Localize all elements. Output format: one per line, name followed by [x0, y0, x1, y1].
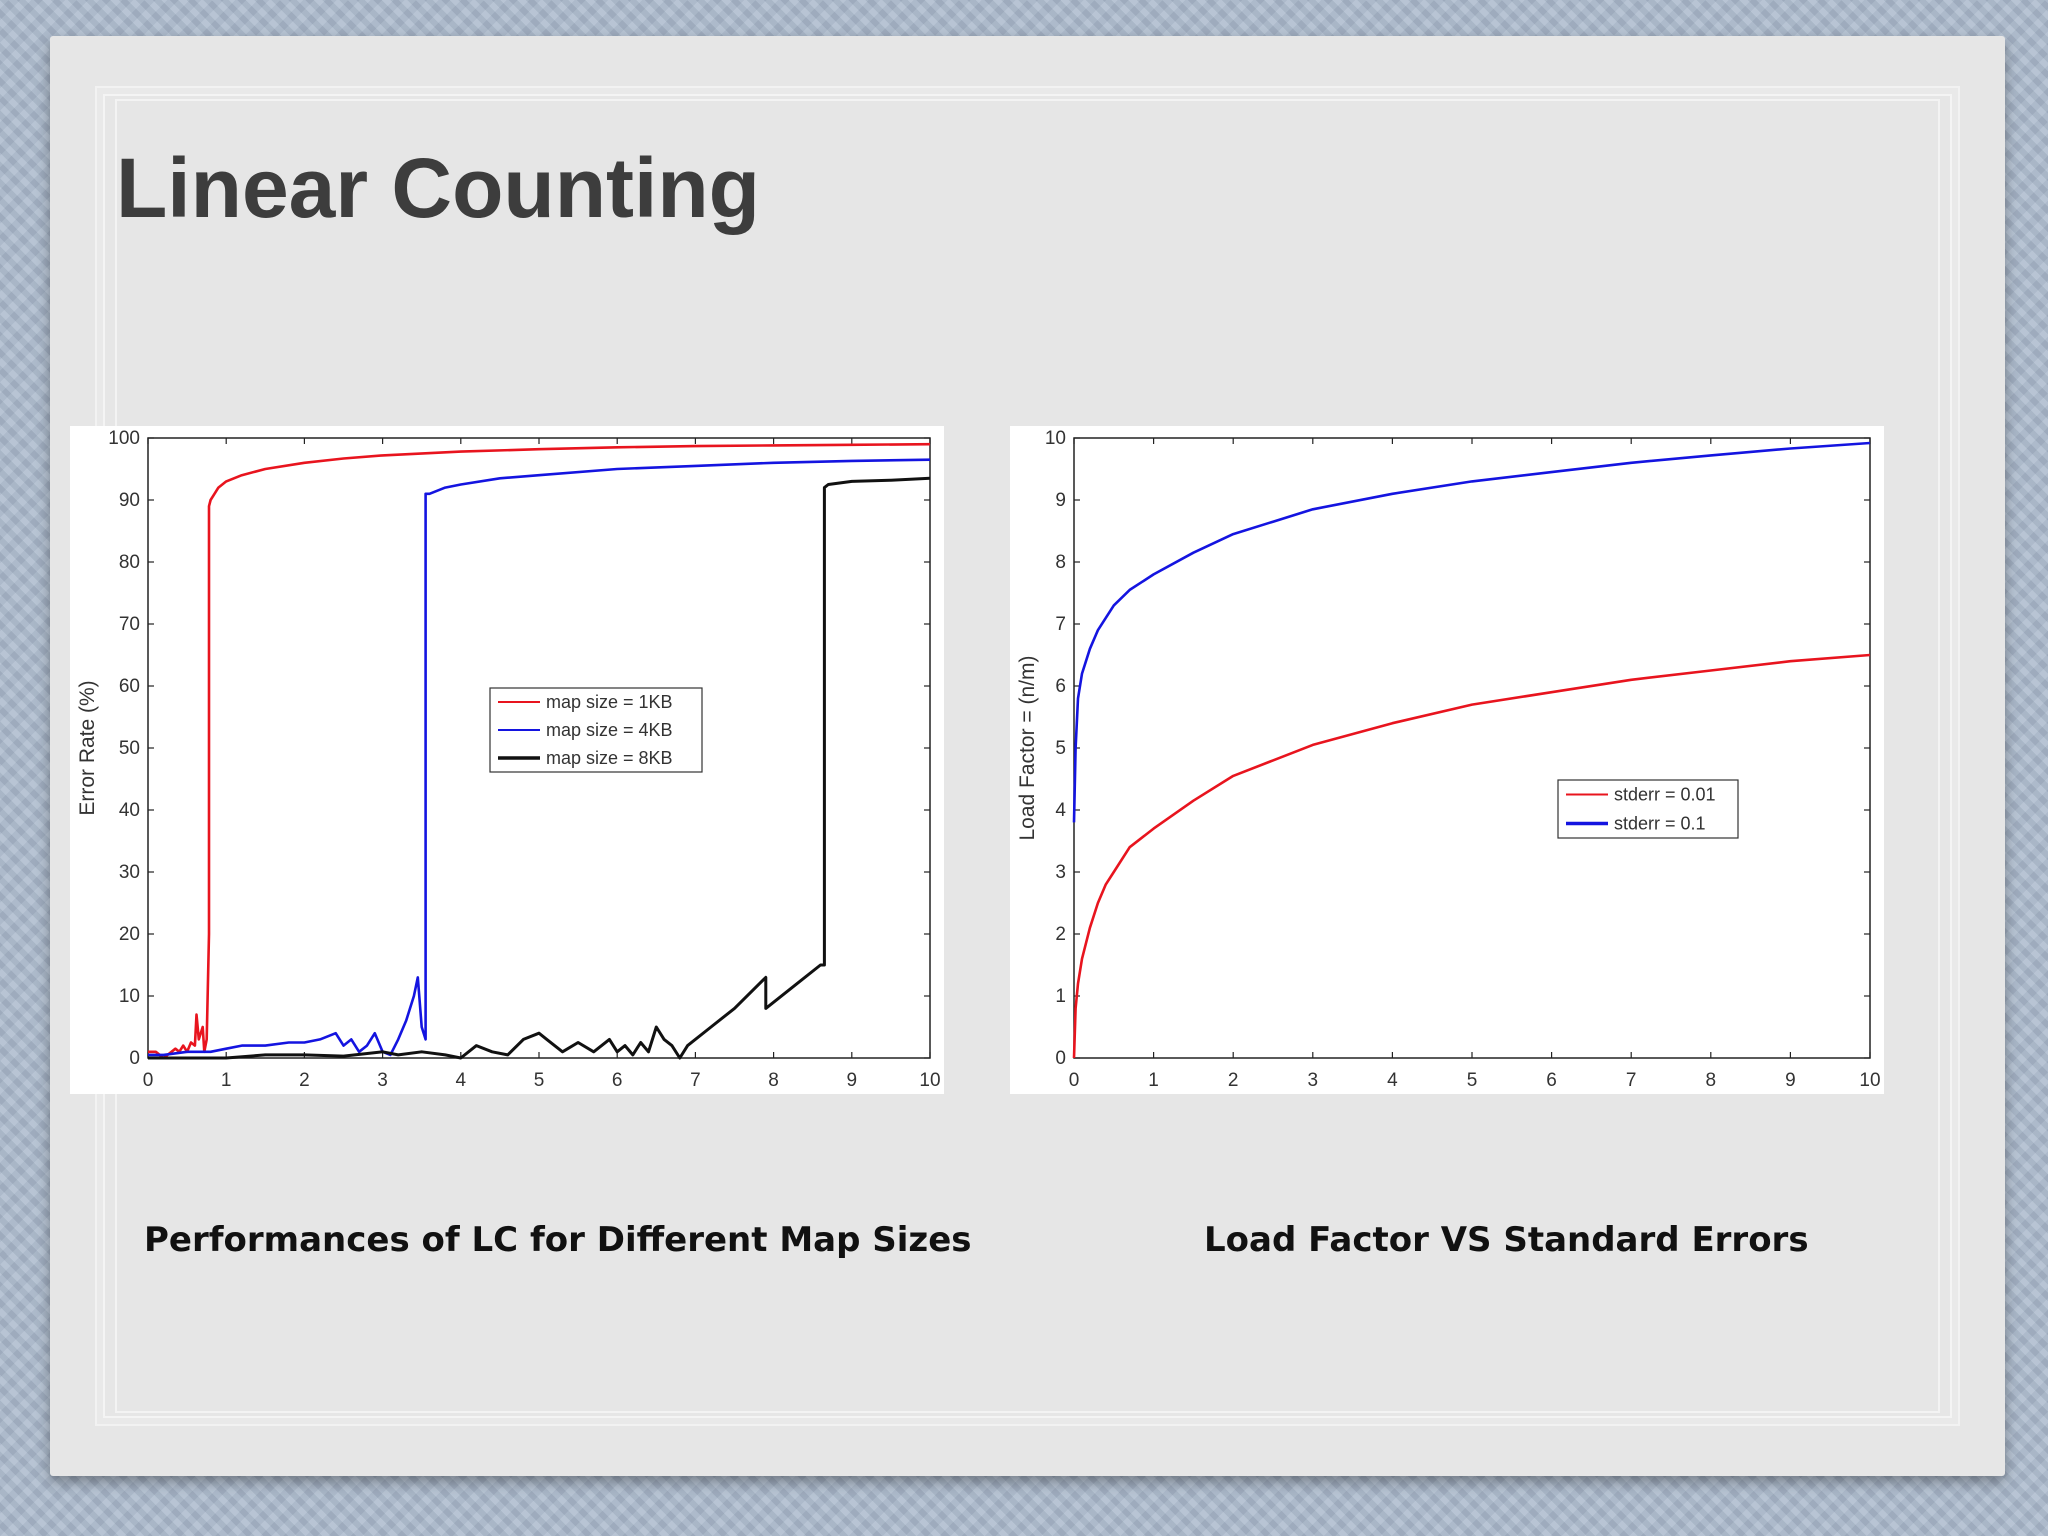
load-factor-chart: 012345678910012345678910nLoad Factor = (… [1016, 428, 1881, 1091]
y-axis-label: Load Factor = (n/m) [1016, 656, 1039, 841]
x-tick-label: 2 [299, 1070, 310, 1091]
y-tick-label: 0 [1055, 1048, 1066, 1069]
caption-load-factor: Load Factor VS Standard Errors [1204, 1220, 1809, 1260]
y-tick-label: 50 [119, 738, 140, 759]
legend-label: map size = 8KB [546, 748, 673, 768]
y-tick-label: 5 [1055, 738, 1066, 759]
x-tick-label: 3 [377, 1070, 388, 1091]
y-tick-label: 30 [119, 862, 140, 883]
y-tick-label: 10 [119, 986, 140, 1007]
x-tick-label: 8 [1706, 1070, 1717, 1091]
y-tick-label: 10 [1045, 428, 1066, 449]
y-axis-label: Error Rate (%) [76, 680, 99, 815]
legend-label: map size = 1KB [546, 692, 673, 712]
y-tick-label: 2 [1055, 924, 1066, 945]
legend-box [1557, 779, 1739, 839]
x-tick-label: 6 [612, 1070, 623, 1091]
y-tick-label: 6 [1055, 676, 1066, 697]
x-tick-label: 8 [768, 1070, 779, 1091]
series-line-1 [1072, 653, 1871, 1059]
x-tick-label: 9 [1785, 1070, 1796, 1091]
y-tick-label: 100 [108, 428, 140, 449]
plot-area-box [1073, 437, 1871, 1059]
x-tick-label: 7 [1626, 1070, 1637, 1091]
x-tick-label: 10 [919, 1070, 940, 1091]
x-tick-label: 4 [1387, 1070, 1398, 1091]
load-factor-chart-panel: 012345678910012345678910nLoad Factor = (… [1010, 426, 1884, 1094]
x-tick-label: 5 [534, 1070, 545, 1091]
y-tick-label: 90 [119, 490, 140, 511]
y-tick-label: 40 [119, 800, 140, 821]
x-tick-label: 0 [143, 1070, 154, 1091]
legend-label: map size = 4KB [546, 720, 673, 740]
y-tick-label: 20 [119, 924, 140, 945]
y-tick-label: 3 [1055, 862, 1066, 883]
x-tick-label: 1 [1148, 1070, 1159, 1091]
x-tick-label: 9 [847, 1070, 858, 1091]
series-line-1 [148, 442, 931, 1060]
x-tick-label: 4 [456, 1070, 467, 1091]
x-tick-label: 7 [690, 1070, 701, 1091]
y-tick-label: 80 [119, 552, 140, 573]
y-tick-label: 70 [119, 614, 140, 635]
x-tick-label: 6 [1546, 1070, 1557, 1091]
x-tick-label: 0 [1069, 1070, 1080, 1091]
y-tick-label: 7 [1055, 614, 1066, 635]
error-rate-chart: 0123456789100102030405060708090100nError… [76, 428, 941, 1091]
legend-label: stderr = 0.1 [1614, 814, 1706, 834]
y-tick-label: 1 [1055, 986, 1066, 1007]
y-tick-label: 60 [119, 676, 140, 697]
x-tick-label: 1 [221, 1070, 232, 1091]
x-tick-label: 5 [1467, 1070, 1478, 1091]
x-tick-label: 2 [1228, 1070, 1239, 1091]
x-tick-label: 10 [1859, 1070, 1880, 1091]
caption-error-rate: Performances of LC for Different Map Siz… [144, 1220, 972, 1260]
error-rate-chart-panel: 0123456789100102030405060708090100nError… [70, 426, 944, 1094]
y-tick-label: 0 [129, 1048, 140, 1069]
y-tick-label: 9 [1055, 490, 1066, 511]
series-line-2 [1072, 441, 1871, 823]
y-tick-label: 8 [1055, 552, 1066, 573]
x-tick-label: 3 [1308, 1070, 1319, 1091]
series-line-3 [148, 476, 931, 1060]
y-tick-label: 4 [1055, 800, 1066, 821]
legend-label: stderr = 0.01 [1614, 785, 1716, 805]
slide-title: Linear Counting [116, 141, 760, 235]
